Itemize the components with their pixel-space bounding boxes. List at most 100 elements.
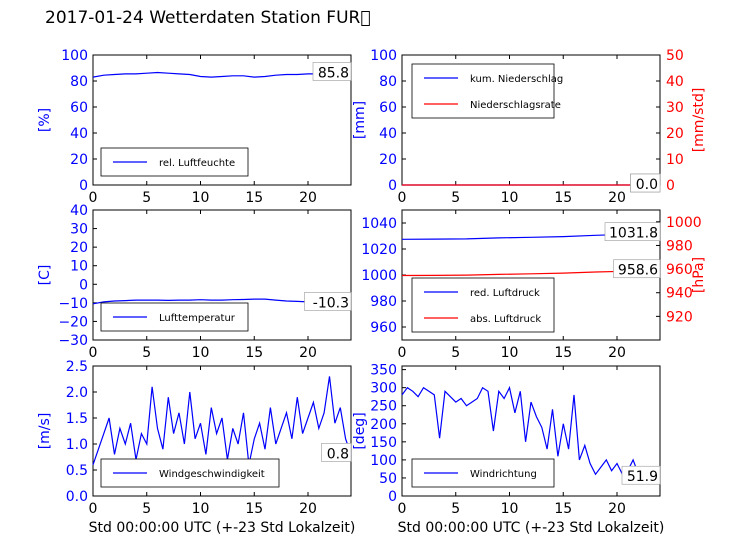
y-tick-label-4-2.0: 2.0 [66, 385, 88, 401]
annotation-label-5-1: 51.9 [627, 469, 658, 485]
y-tick-label-2-−20: −20 [58, 314, 88, 330]
x-tick-label-3-20: 20 [608, 345, 626, 361]
y-tick-label-3-1020: 1020 [361, 242, 397, 258]
x-tick-label-2-20: 20 [299, 345, 317, 361]
y-tick-label-4-0.0: 0.0 [66, 489, 88, 505]
y-tick-label-5-300: 300 [370, 381, 397, 397]
y-tick-label-4-1.0: 1.0 [66, 437, 88, 453]
y-tick-label-1-40: 40 [379, 126, 397, 142]
y-tick-label-5-50: 50 [379, 471, 397, 487]
y-tick-label-0-20: 20 [70, 152, 88, 168]
legend-box-1 [411, 63, 555, 119]
annotation-box-3-2 [613, 259, 661, 279]
x-tick-label-5-20: 20 [608, 501, 626, 517]
x-tick-label-5-0: 0 [398, 501, 407, 517]
figure-title: 2017-01-24 Wetterdaten Station FUR  [45, 8, 371, 28]
x-tick-label-4-15: 15 [245, 501, 263, 517]
y-tick-label-5-150: 150 [370, 435, 397, 451]
annotation-box-5-1 [621, 465, 661, 485]
x-tick-label-0-20: 20 [299, 190, 317, 206]
x-tick-label-4-0: 0 [89, 501, 98, 517]
y-tick-label-5-100: 100 [370, 453, 397, 469]
y2-tick-label-1-0: 0 [666, 178, 675, 194]
annotation-label-2-1: -10.3 [313, 295, 349, 311]
annotation-box-4-1 [321, 443, 352, 462]
y2-tick-label-3-980: 980 [666, 238, 693, 254]
x-tick-label-4-5: 5 [142, 501, 151, 517]
y2-tick-label-3-960: 960 [666, 262, 693, 278]
x-tick-label-0-15: 15 [245, 190, 263, 206]
x-tick-label-1-20: 20 [608, 190, 626, 206]
y-tick-label-3-1000: 1000 [361, 268, 397, 284]
x-tick-label-5-15: 15 [554, 501, 572, 517]
x-tick-label-1-5: 5 [451, 190, 460, 206]
legend-label-1-0: kum. Niederschlag [470, 74, 563, 85]
x-tick-label-0-5: 5 [142, 190, 151, 206]
y-tick-label-0-60: 60 [70, 100, 88, 116]
annotation-box-2-1 [304, 292, 352, 311]
x-axis-label-5: Std 00:00:00 UTC (+-23 Std Lokalzeit) [398, 520, 665, 536]
y-axis-label-0: [%] [37, 108, 53, 132]
y-tick-label-2-30: 30 [70, 222, 88, 238]
y-axis-label-1: [mm] [352, 101, 368, 139]
x-tick-label-4-20: 20 [299, 501, 317, 517]
plot-frame-4 [92, 365, 352, 497]
legend-box-3 [411, 277, 555, 333]
legend-label-3-1: abs. Luftdruck [470, 314, 541, 325]
x-tick-label-1-10: 10 [501, 190, 519, 206]
y2-tick-label-1-30: 30 [666, 100, 684, 116]
y-tick-label-1-80: 80 [379, 74, 397, 90]
y-tick-label-0-80: 80 [70, 74, 88, 90]
y-tick-label-2-0: 0 [79, 277, 88, 293]
y-tick-label-5-350: 350 [370, 363, 397, 379]
series-line-4-0 [92, 376, 352, 465]
x-tick-label-2-15: 15 [245, 345, 263, 361]
legend-label-2-0: Lufttemperatur [159, 313, 236, 324]
y-tick-label-3-980: 980 [370, 294, 397, 310]
x-tick-label-4-10: 10 [192, 501, 210, 517]
legend-label-3-0: red. Luftdruck [470, 288, 540, 299]
x-tick-label-1-0: 0 [398, 190, 407, 206]
y2-tick-label-3-1000: 1000 [666, 215, 702, 231]
x-tick-label-3-0: 0 [398, 345, 407, 361]
legend-label-4-0: Windgeschwindigkeit [159, 469, 265, 480]
x-tick-label-0-10: 10 [192, 190, 210, 206]
y-tick-label-4-0.5: 0.5 [66, 463, 88, 479]
y-tick-label-5-200: 200 [370, 417, 397, 433]
x-tick-label-3-10: 10 [501, 345, 519, 361]
y2-tick-label-3-920: 920 [666, 309, 693, 325]
x-tick-label-3-15: 15 [554, 345, 572, 361]
annotation-label-4-1: 0.8 [327, 446, 349, 462]
y-tick-label-1-100: 100 [370, 48, 397, 64]
y-tick-label-2-−10: −10 [58, 296, 88, 312]
plot-frame-2 [92, 209, 352, 341]
y-axis-label-2: [C] [37, 265, 53, 286]
y2-tick-label-1-50: 50 [666, 48, 684, 64]
y2-tick-label-1-40: 40 [666, 74, 684, 90]
y2-axis-label-3: [hPa] [691, 257, 707, 293]
y-tick-label-1-20: 20 [379, 152, 397, 168]
y-axis-label-4: [m/s] [37, 413, 53, 450]
y-tick-label-2-40: 40 [70, 203, 88, 219]
x-tick-label-0-0: 0 [89, 190, 98, 206]
x-axis-label-4: Std 00:00:00 UTC (+-23 Std Lokalzeit) [89, 520, 356, 536]
y2-tick-label-1-20: 20 [666, 126, 684, 142]
y-tick-label-2-−30: −30 [58, 333, 88, 349]
x-tick-label-1-15: 15 [554, 190, 572, 206]
y-tick-label-5-0: 0 [388, 489, 397, 505]
x-tick-label-2-0: 0 [89, 345, 98, 361]
x-tick-label-2-5: 5 [142, 345, 151, 361]
x-tick-label-2-10: 10 [192, 345, 210, 361]
x-tick-label-5-5: 5 [451, 501, 460, 517]
annotation-box-1-2 [630, 173, 661, 193]
y-tick-label-3-960: 960 [370, 320, 397, 336]
plot-frame-0 [92, 54, 352, 186]
annotation-label-1-2: 0.0 [636, 177, 658, 193]
y2-tick-label-1-10: 10 [666, 152, 684, 168]
legend-label-1-1: Niederschlagsrate [470, 100, 561, 111]
annotation-box-0-1 [312, 62, 352, 81]
annotation-label-3-2: 958.6 [618, 263, 658, 279]
y-tick-label-2-10: 10 [70, 259, 88, 275]
y-tick-label-5-250: 250 [370, 399, 397, 415]
